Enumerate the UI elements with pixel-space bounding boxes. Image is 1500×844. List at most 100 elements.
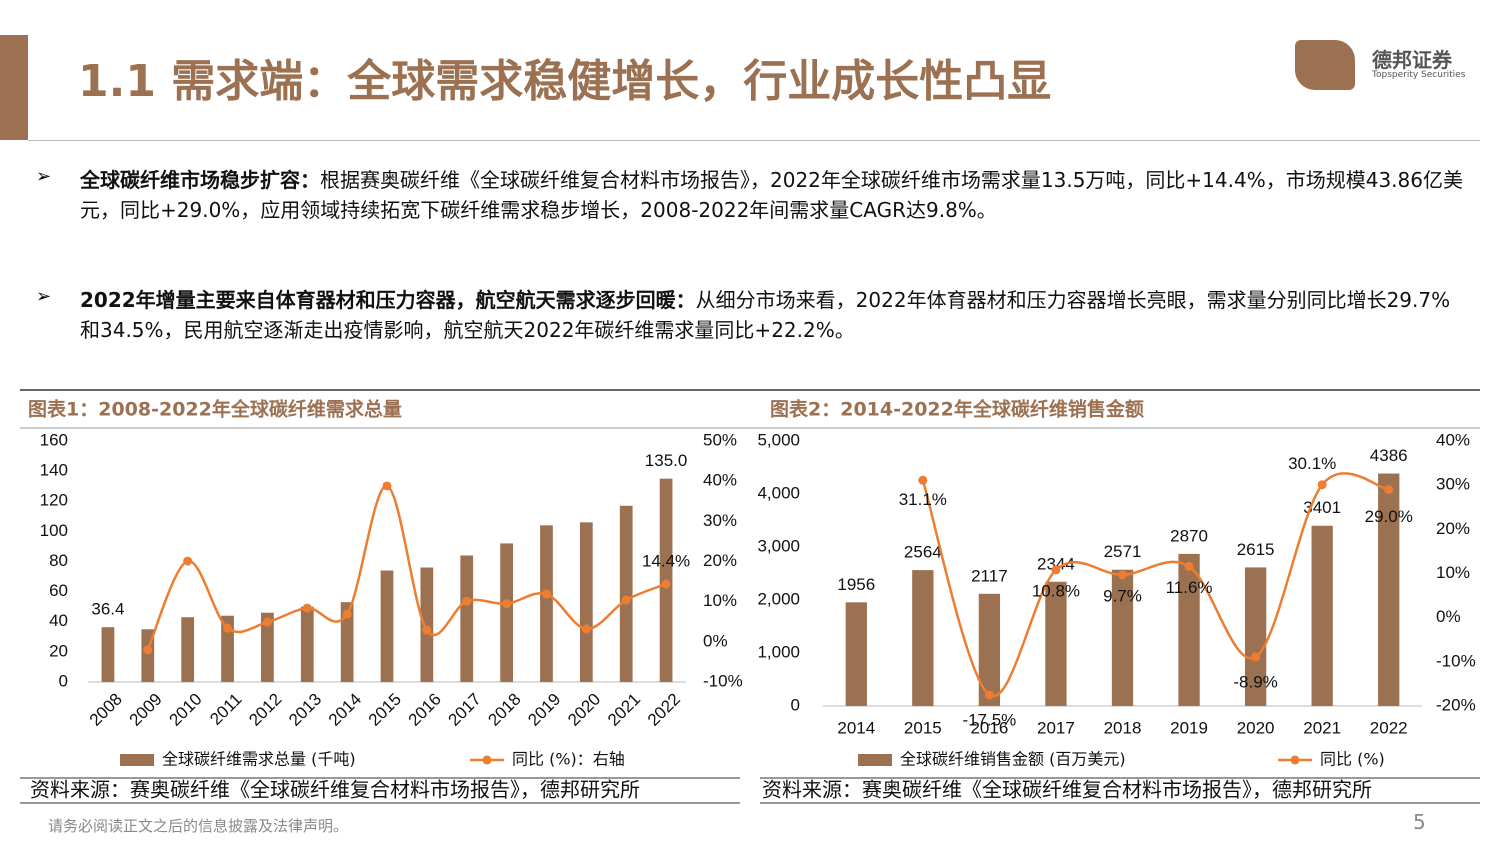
- bullet: 全球碳纤维市场稳步扩容：根据赛奥碳纤维《全球碳纤维复合材料市场报告》，2022年…: [80, 165, 1465, 225]
- data-label: 2564: [904, 543, 942, 562]
- y2-tick-label: 30%: [703, 511, 737, 530]
- bar: [340, 602, 354, 682]
- y2-tick-label: 50%: [703, 430, 737, 449]
- y-tick-label: 120: [40, 491, 68, 510]
- legend-swatch: [482, 755, 492, 765]
- y-tick-label: 80: [49, 551, 68, 570]
- y-tick-label: 5,000: [757, 430, 800, 449]
- legend-label: 同比 (%): [1320, 750, 1385, 769]
- y-tick-label: 140: [40, 461, 68, 480]
- x-tick-label: 2014: [837, 718, 875, 737]
- y2-tick-label: 40%: [1436, 430, 1470, 449]
- page-title: 1.1 需求端：全球需求稳健增长，行业成长性凸显: [78, 56, 1052, 107]
- bar: [619, 505, 633, 682]
- bullet: 2022年增量主要来自体育器材和压力容器，航空航天需求逐步回暖：从细分市场来看，…: [80, 285, 1465, 345]
- point: [1184, 561, 1194, 571]
- y2-tick-label: 0%: [1436, 607, 1461, 626]
- point: [183, 556, 193, 566]
- y-tick-label: 0: [791, 695, 800, 714]
- x-tick-label: 2020: [1237, 718, 1275, 737]
- x-tick-label: 2013: [285, 690, 325, 730]
- x-tick-label: 2010: [165, 690, 205, 730]
- data-label: 2615: [1237, 540, 1275, 559]
- data-label: -8.9%: [1233, 672, 1277, 691]
- y2-tick-label: 0%: [703, 631, 728, 650]
- data-label: 1956: [837, 575, 875, 594]
- x-tick-label: 2019: [1170, 718, 1208, 737]
- x-tick-label: 2019: [524, 690, 564, 730]
- bar: [845, 602, 867, 706]
- bar: [912, 570, 934, 706]
- data-label: 36.4: [91, 600, 124, 619]
- legend-label: 全球碳纤维销售金额 (百万美元): [900, 750, 1126, 769]
- chart-source: 资料来源：赛奥碳纤维《全球碳纤维复合材料市场报告》，德邦研究所: [762, 778, 1372, 802]
- y2-tick-label: 30%: [1436, 475, 1470, 494]
- bullet-lead: 全球碳纤维市场稳步扩容：: [80, 168, 320, 192]
- bar: [460, 555, 474, 682]
- data-label: -17.5%: [962, 710, 1016, 729]
- y-tick-label: 160: [40, 430, 68, 449]
- data-label: 11.6%: [1166, 578, 1213, 597]
- y-tick-label: 4,000: [757, 483, 800, 502]
- point: [302, 603, 312, 613]
- bar: [1178, 553, 1200, 706]
- y2-tick-label: 10%: [703, 591, 737, 610]
- y2-tick-label: -10%: [1436, 651, 1476, 670]
- x-tick-label: 2018: [484, 690, 524, 730]
- y2-tick-label: 20%: [703, 551, 737, 570]
- y2-tick-label: 40%: [703, 471, 737, 490]
- data-label: 14.4%: [642, 551, 690, 570]
- data-label: 30.1%: [1288, 454, 1336, 473]
- data-label: 2344: [1037, 554, 1075, 573]
- point: [223, 623, 233, 633]
- y2-tick-label: 20%: [1436, 519, 1470, 538]
- y-tick-label: 100: [40, 521, 68, 540]
- bar: [978, 593, 1001, 706]
- data-label: 10.8%: [1032, 581, 1080, 600]
- point: [1118, 570, 1127, 580]
- x-tick-label: 2015: [365, 690, 405, 730]
- y-tick-label: 20: [49, 641, 68, 660]
- bar: [380, 570, 394, 682]
- page-number: 5: [1413, 810, 1426, 834]
- x-tick-label: 2017: [1037, 718, 1075, 737]
- data-label: 9.7%: [1103, 586, 1142, 605]
- bar: [1378, 473, 1400, 706]
- point: [918, 475, 928, 485]
- point: [1384, 485, 1394, 495]
- chart-title: 图表2：2014-2022年全球碳纤维销售金额: [770, 398, 1144, 421]
- y-tick-label: 1,000: [757, 642, 800, 661]
- point: [541, 589, 551, 599]
- bar: [101, 627, 115, 682]
- x-tick-label: 2017: [445, 690, 485, 730]
- legend-swatch: [1290, 755, 1300, 765]
- data-label: 2571: [1104, 542, 1142, 561]
- x-tick-label: 2022: [1370, 718, 1408, 737]
- x-tick-label: 2018: [1104, 718, 1142, 737]
- x-tick-label: 2021: [1303, 718, 1341, 737]
- point: [1251, 652, 1261, 662]
- chart-title: 图表1：2008-2022年全球碳纤维需求总量: [28, 398, 402, 421]
- x-tick-label: 2022: [644, 690, 684, 730]
- x-tick-label: 2016: [405, 690, 445, 730]
- point: [143, 645, 153, 655]
- bar: [1311, 525, 1333, 706]
- logo-icon: [1295, 40, 1355, 90]
- divider: [28, 140, 1480, 141]
- bar: [221, 615, 234, 682]
- data-label: 29.0%: [1365, 507, 1413, 526]
- bar: [1244, 567, 1267, 706]
- y2-tick-label: -10%: [703, 671, 743, 690]
- bar: [1111, 569, 1134, 706]
- point: [1051, 565, 1061, 575]
- y-tick-label: 40: [49, 611, 68, 630]
- y-tick-label: 60: [49, 581, 68, 600]
- x-tick-label: 2011: [206, 690, 245, 729]
- x-tick-label: 2016: [970, 718, 1008, 737]
- bar: [420, 567, 434, 682]
- y2-tick-label: 10%: [1436, 563, 1470, 582]
- legend-swatch: [858, 754, 892, 766]
- bar: [181, 617, 195, 682]
